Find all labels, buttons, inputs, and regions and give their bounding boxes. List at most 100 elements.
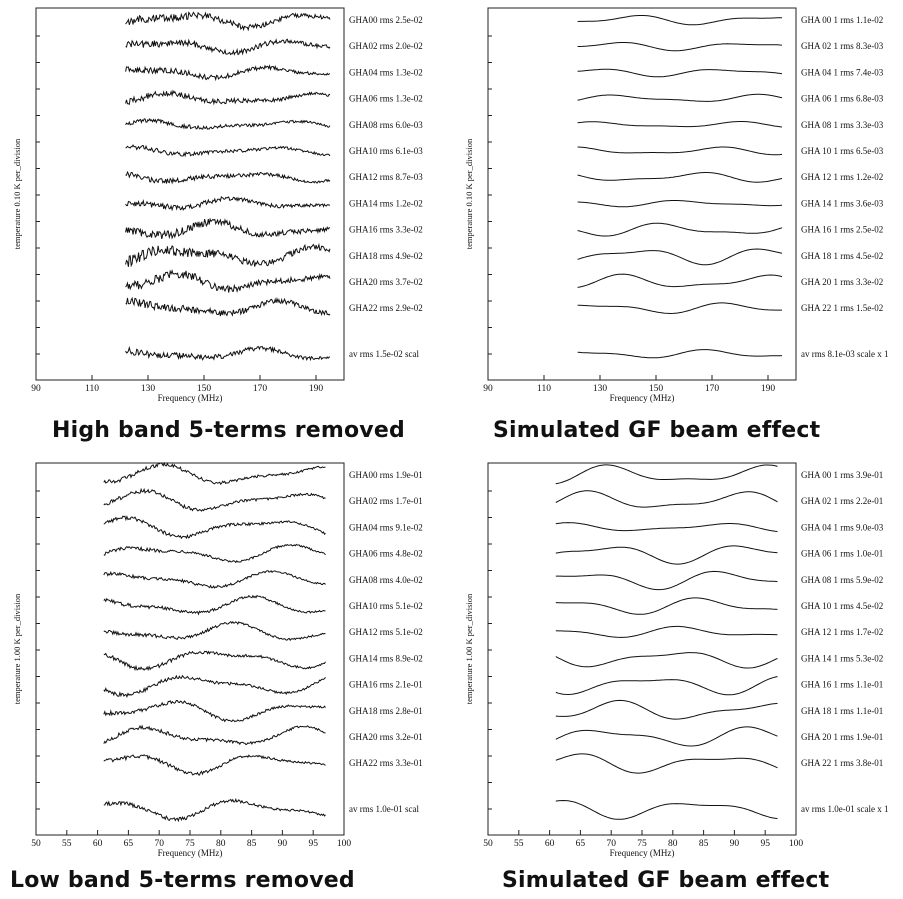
y-axis-label: temperature 1.00 K per_division	[464, 593, 474, 704]
x-tick-label: 90	[278, 839, 288, 849]
series-line	[555, 625, 778, 638]
x-tick-label: 90	[730, 839, 740, 849]
series-line	[577, 15, 783, 26]
series-label: GHA14 rms 1.2e-02	[349, 198, 423, 208]
chart-svg: 50 55 60 65 70 75 80 85 90 95 100 Frequency (MHz) te…	[464, 462, 888, 858]
x-tick-label: 170	[705, 384, 720, 394]
x-axis-label: Frequency (MHz)	[610, 393, 675, 403]
series-line	[125, 89, 331, 106]
series-line	[125, 345, 331, 362]
series-label: GHA 08 1 rms 3.3e-03	[801, 120, 884, 130]
x-tick-label: 70	[154, 839, 164, 849]
series-label: GHA 16 1 rms 1.1e-01	[801, 680, 883, 690]
series-line	[555, 490, 778, 508]
x-axis-label: Frequency (MHz)	[158, 393, 223, 403]
series-line	[125, 217, 331, 240]
series-label: GHA12 rms 8.7e-03	[349, 172, 423, 182]
x-tick-label: 75	[185, 839, 195, 849]
series-label: GHA04 rms 9.1e-02	[349, 522, 423, 532]
x-tick-label: 90	[483, 384, 493, 394]
x-tick-label: 60	[93, 839, 103, 849]
series-line	[125, 170, 331, 185]
series-line	[125, 242, 331, 268]
series-label: GHA20 rms 3.2e-01	[349, 732, 423, 742]
series-label: GHA16 rms 2.1e-01	[349, 680, 423, 690]
series-label: GHA 14 1 rms 3.6e-03	[801, 198, 884, 208]
series-label: GHA 22 1 rms 3.8e-01	[801, 758, 883, 768]
series-label: GHA20 rms 3.7e-02	[349, 277, 423, 287]
x-tick-label: 190	[309, 384, 324, 394]
x-tick-label: 70	[606, 839, 616, 849]
series-line	[555, 753, 778, 774]
series-line	[555, 676, 778, 696]
series-label: GHA18 rms 2.8e-01	[349, 706, 423, 716]
series-label: GHA10 rms 6.1e-03	[349, 146, 423, 156]
series-label: GHA 06 1 rms 1.0e-01	[801, 549, 883, 559]
series-label: GHA 02 1 rms 8.3e-03	[801, 41, 884, 51]
series-label: GHA 08 1 rms 5.9e-02	[801, 575, 883, 585]
x-tick-label: 60	[545, 839, 555, 849]
series-label: av rms 1.0e-01 scal	[349, 804, 419, 814]
series-label: GHA 18 1 rms 1.1e-01	[801, 706, 883, 716]
x-tick-label: 65	[124, 839, 134, 849]
series-line	[125, 144, 331, 158]
x-tick-label: 55	[62, 839, 72, 849]
series-line	[555, 464, 778, 485]
series-line	[577, 146, 783, 156]
series-label: GHA04 rms 1.3e-02	[349, 67, 423, 77]
plot-frame	[35, 7, 345, 381]
x-axis-label: Frequency (MHz)	[610, 848, 675, 858]
series-label: GHA 20 1 rms 3.3e-02	[801, 277, 883, 287]
x-tick-label: 150	[197, 384, 212, 394]
x-tick-label: 85	[699, 839, 709, 849]
series-line	[555, 597, 778, 615]
series-label: GHA06 rms 1.3e-02	[349, 94, 423, 104]
series-line	[125, 296, 331, 317]
series-line	[577, 349, 783, 359]
series-line	[103, 754, 326, 776]
series-label: av rms 1.0e-01 scale x 1	[801, 804, 888, 814]
series-line	[103, 543, 326, 564]
panel-title: Simulated GF beam effect	[502, 868, 830, 893]
series-label: GHA 18 1 rms 4.5e-02	[801, 251, 883, 261]
series-line	[555, 545, 778, 565]
series-label: GHA12 rms 5.1e-02	[349, 627, 423, 637]
series-line	[577, 302, 782, 315]
series-label: GHA00 rms 1.9e-01	[349, 470, 423, 480]
series-label: GHA 02 1 rms 2.2e-01	[801, 496, 883, 506]
series-line	[125, 117, 331, 130]
series-line	[125, 11, 331, 32]
series-line	[555, 726, 778, 747]
series-label: GHA 10 1 rms 6.5e-03	[801, 146, 884, 156]
series-line	[577, 248, 783, 266]
x-tick-label: 190	[761, 384, 776, 394]
chart-svg: 90 110 130 150 170 190 Frequency (MHz) temperat…	[12, 7, 423, 403]
plot-frame	[487, 462, 797, 836]
series-line	[577, 172, 783, 183]
x-tick-label: 95	[760, 839, 770, 849]
series-line	[103, 515, 326, 540]
series-line	[555, 652, 778, 669]
series-label: GHA18 rms 4.9e-02	[349, 251, 423, 261]
series-label: GHA 00 1 rms 1.1e-02	[801, 15, 883, 25]
series-label: GHA 00 1 rms 3.9e-01	[801, 470, 883, 480]
chart-svg: 50 55 60 65 70 75 80 85 90 95 100 Frequency (MHz) te…	[12, 461, 423, 858]
series-line	[125, 195, 331, 212]
y-axis-label: temperature 1.00 K per_division	[12, 593, 22, 704]
y-axis-label: temperature 0.10 K per_division	[464, 138, 474, 249]
series-line	[103, 724, 326, 746]
series-label: GHA 10 1 rms 4.5e-02	[801, 601, 883, 611]
series-label: av rms 1.5e-02 scal	[349, 349, 419, 359]
x-tick-label: 100	[337, 839, 352, 849]
series-label: av rms 8.1e-03 scale x 1	[801, 349, 888, 359]
series-line	[103, 674, 326, 699]
series-line	[103, 798, 326, 823]
x-tick-label: 110	[537, 384, 551, 394]
series-label: GHA 04 1 rms 7.4e-03	[801, 67, 884, 77]
series-line	[577, 121, 783, 128]
series-line	[577, 222, 783, 237]
x-tick-label: 150	[649, 384, 664, 394]
series-line	[103, 700, 326, 723]
series-label: GHA 12 1 rms 1.7e-02	[801, 627, 883, 637]
series-line	[577, 273, 783, 288]
